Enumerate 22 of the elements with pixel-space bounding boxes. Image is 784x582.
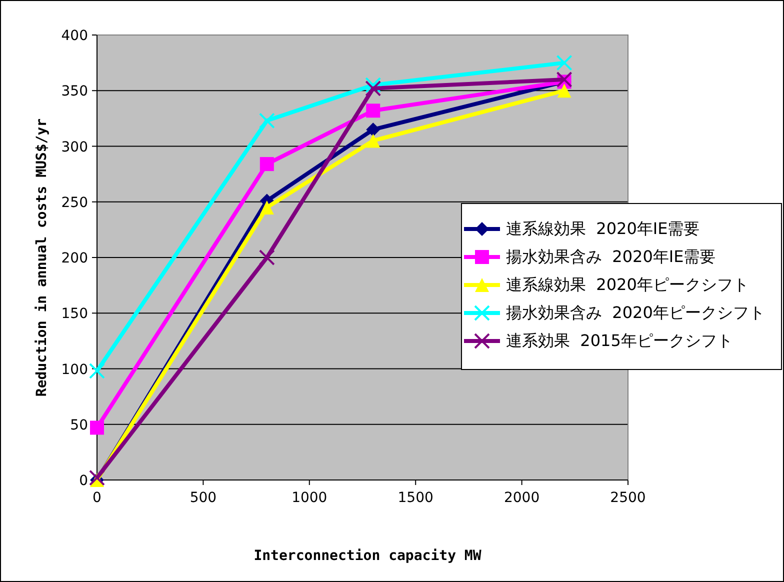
y-tick-label: 200 (61, 250, 88, 266)
y-axis-title: Reduction in annual costs MUS$/yr (34, 118, 50, 397)
legend-label: 揚水効果含み 2020年ピークシフト (506, 303, 765, 322)
y-tick-label: 100 (61, 362, 88, 378)
y-tick-label: 400 (61, 28, 88, 44)
y-tick-label: 250 (61, 194, 88, 211)
legend-label: 連系線効果 2020年ピークシフト (506, 275, 749, 294)
x-tick-label: 0 (92, 490, 102, 506)
legend-label: 連系効果 2015年ピークシフト (506, 331, 733, 350)
y-tick-label: 0 (79, 473, 88, 489)
y-tick-label: 300 (61, 139, 88, 156)
x-tick-label: 2000 (504, 490, 540, 506)
legend-label: 連系線効果 2020年IE需要 (506, 219, 700, 238)
x-tick-label: 1000 (292, 490, 328, 506)
x-tick-label: 2500 (610, 490, 646, 506)
y-tick-label: 150 (61, 306, 88, 322)
y-tick-label: 350 (61, 84, 88, 100)
y-tick-label: 50 (70, 417, 88, 434)
legend-label: 揚水効果含み 2020年IE需要 (506, 247, 716, 266)
x-axis-title: Interconnection capacity MW (254, 548, 482, 564)
x-tick-label: 500 (190, 490, 217, 506)
x-tick-label: 1500 (398, 490, 434, 506)
